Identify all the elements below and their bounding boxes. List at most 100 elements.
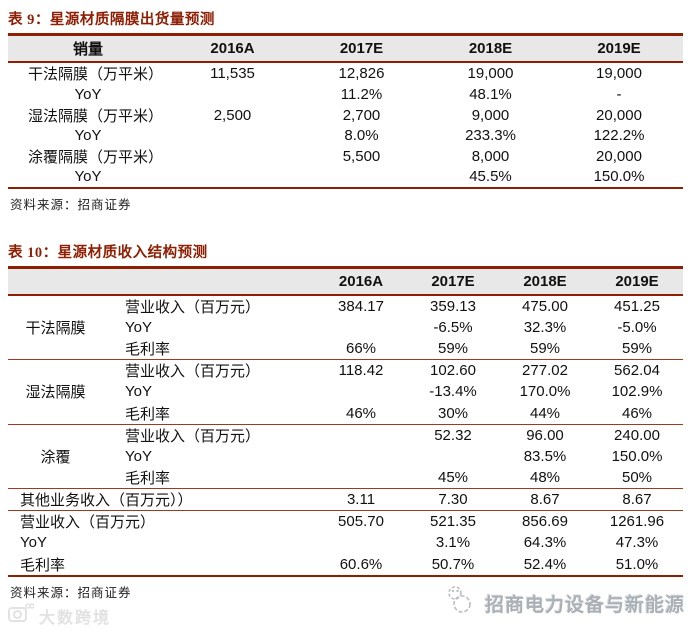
table9-col-header: 2016A <box>168 36 297 63</box>
table10-col-header: 2016A <box>315 268 407 296</box>
row-label: YoY <box>74 168 102 186</box>
table9-col-header: 2019E <box>555 36 683 63</box>
cell: 8.0% <box>344 127 379 145</box>
cell <box>168 126 297 147</box>
cell: 50% <box>621 469 653 486</box>
cell <box>315 317 407 339</box>
cell: 8,000 <box>471 148 510 165</box>
cell <box>315 381 407 403</box>
metric-label: 营业收入（百万元） <box>125 299 261 316</box>
cell: 11,535 <box>210 65 255 82</box>
cell <box>407 446 499 468</box>
cell: 562.04 <box>591 359 683 381</box>
cell: 277.02 <box>499 359 591 381</box>
table-row: 湿法隔膜（万平米） 2,500 2,700 9,000 20,000 <box>8 105 683 126</box>
watermark-left: 大数跨境 <box>8 602 111 629</box>
cell: -5.0% <box>617 318 657 336</box>
row-label: 涂覆隔膜（万平米） <box>28 150 164 166</box>
cell: 359.13 <box>430 297 476 315</box>
cell: 59% <box>437 340 469 357</box>
cell: 66% <box>345 340 377 357</box>
cell: 7.30 <box>407 488 499 511</box>
table10-col-header-empty <box>8 268 103 296</box>
table9-header-row: 销量 2016A 2017E 2018E 2019E <box>8 36 683 63</box>
table-row: YoY -13.4% 170.0% 102.9% <box>8 381 683 403</box>
cell <box>168 84 297 105</box>
table-row: YoY 45.5% 150.0% <box>8 167 683 188</box>
cell: 170.0% <box>519 383 571 401</box>
cell: 19,000 <box>596 65 642 82</box>
cell: 32.3% <box>523 318 567 336</box>
table9-source: 资料来源：招商证券 <box>10 197 132 212</box>
table-row: 毛利率 45% 48% 50% <box>8 467 683 489</box>
group-label: 湿法隔膜 <box>8 359 103 424</box>
row-label: YoY <box>20 534 47 552</box>
table-row: YoY 8.0% 233.3% 122.2% <box>8 126 683 147</box>
cell: - <box>616 85 622 103</box>
cell: 150.0% <box>611 447 663 465</box>
panda-logo-icon <box>443 585 477 621</box>
table9-col-header: 2017E <box>297 36 426 63</box>
row-label: YoY <box>74 85 102 103</box>
table-row: YoY 3.1% 64.3% 47.3% <box>8 532 683 554</box>
table-row: 涂覆 营业收入（百万元） 52.32 96.00 240.00 <box>8 423 683 489</box>
cell: 12,826 <box>338 65 385 82</box>
table-row: 涂覆隔膜（万平米） 5,500 8,000 20,000 <box>8 146 683 167</box>
cell: -6.5% <box>433 318 473 336</box>
cell: 5,500 <box>342 148 381 165</box>
cell: 46% <box>345 404 377 422</box>
metric-label: 毛利率 <box>125 342 171 358</box>
cell: 118.42 <box>315 359 407 381</box>
cell: 96.00 <box>499 423 591 446</box>
cell: 59% <box>621 340 653 357</box>
cell: 60.6% <box>339 555 383 573</box>
cell: 102.9% <box>611 383 663 401</box>
cell: 233.3% <box>465 127 516 145</box>
cell: 856.69 <box>499 510 591 532</box>
table-row: 湿法隔膜 营业收入（百万元） 118.42 102.60 277.02 562.… <box>8 359 683 424</box>
cell: 8.67 <box>499 488 591 511</box>
watermark-right-text: 招商电力设备与新能源 <box>484 594 685 616</box>
cell: 505.70 <box>315 510 407 532</box>
row-label: 其他业务收入（百万元）） <box>8 488 315 511</box>
table10-col-header: 2018E <box>499 268 591 296</box>
cell: 8.67 <box>591 488 683 511</box>
table-row: 干法隔膜 营业收入（百万元） 384.17 359.13 475.00 451.… <box>8 295 683 337</box>
table10-col-header: 2019E <box>591 268 683 296</box>
cell: 150.0% <box>593 168 645 186</box>
cell: 475.00 <box>522 297 568 315</box>
row-label: 湿法隔膜（万平米） <box>28 108 164 125</box>
cell: 52.32 <box>407 423 499 446</box>
cell <box>315 423 407 446</box>
metric-label: 营业收入（百万元） <box>103 359 315 381</box>
cell: 521.35 <box>407 510 499 532</box>
cell: 83.5% <box>523 447 567 465</box>
cell <box>168 146 297 167</box>
cell: 51.0% <box>615 555 659 573</box>
cell: 102.60 <box>407 359 499 381</box>
cell: 3.11 <box>315 488 407 511</box>
metric-label: 营业收入（百万元） <box>103 423 315 446</box>
cell <box>315 446 407 468</box>
cell: 11.2% <box>340 85 383 103</box>
cell: 52.4% <box>523 555 567 573</box>
cell: 451.25 <box>614 297 660 315</box>
table10-header-row: 2016A 2017E 2018E 2019E <box>8 268 683 296</box>
cell: 45.5% <box>469 168 512 186</box>
cell: 19,000 <box>467 65 514 82</box>
group-label: 涂覆 <box>8 423 103 489</box>
cell: -13.4% <box>429 383 477 401</box>
table10-title: 表 10：星源材质收入结构预测 <box>8 239 683 269</box>
cell: 44% <box>529 404 561 422</box>
metric-label: 毛利率 <box>125 471 171 487</box>
group-label: 干法隔膜 <box>25 320 86 337</box>
cell: 384.17 <box>338 297 384 315</box>
cell: 59% <box>529 340 561 357</box>
table-row: 干法隔膜（万平米） 11,535 12,826 19,000 19,000 <box>8 62 683 84</box>
table9-title: 表 9：星源材质隔膜出货量预测 <box>8 6 683 36</box>
table-row: YoY 83.5% 150.0% <box>8 446 683 468</box>
table-row: 毛利率 60.6% 50.7% 52.4% 51.0% <box>8 554 683 576</box>
table-row: 营业收入（百万元） 505.70 521.35 856.69 1261.96 <box>8 510 683 532</box>
metric-label: 毛利率 <box>125 406 171 423</box>
